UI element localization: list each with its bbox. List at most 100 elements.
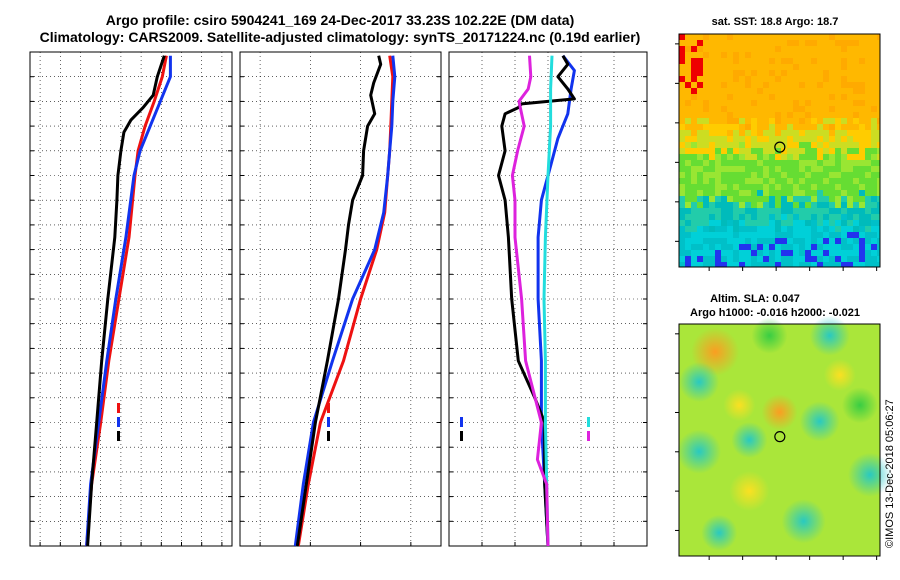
sst-cell bbox=[829, 40, 835, 46]
sst-cell bbox=[823, 214, 829, 220]
sst-cell bbox=[763, 82, 769, 88]
sst-cell bbox=[691, 250, 697, 256]
sst-cell bbox=[703, 184, 709, 190]
sst-cell bbox=[697, 178, 703, 184]
sst-cell bbox=[871, 142, 877, 148]
sst-cell bbox=[829, 148, 835, 154]
sst-cell bbox=[691, 202, 697, 208]
sst-cell bbox=[691, 58, 697, 64]
sst-cell bbox=[745, 154, 751, 160]
sst-cell bbox=[697, 46, 703, 52]
sst-cell bbox=[769, 112, 775, 118]
sst-cell bbox=[829, 190, 835, 196]
sst-cell bbox=[865, 154, 871, 160]
sst-cell bbox=[805, 124, 811, 130]
sst-cell bbox=[781, 208, 787, 214]
sst-cell bbox=[763, 238, 769, 244]
sst-cell bbox=[709, 94, 715, 100]
sst-cell bbox=[679, 238, 685, 244]
sst-cell bbox=[805, 106, 811, 112]
sst-cell bbox=[847, 256, 853, 262]
sla-anomaly-blob bbox=[729, 471, 770, 512]
sst-cell bbox=[781, 148, 787, 154]
sst-cell bbox=[823, 154, 829, 160]
sst-cell bbox=[835, 202, 841, 208]
sst-cell bbox=[775, 250, 781, 256]
sst-cell bbox=[841, 178, 847, 184]
sst-cell bbox=[793, 166, 799, 172]
sst-cell bbox=[685, 124, 691, 130]
sst-cell bbox=[841, 238, 847, 244]
sst-cell bbox=[835, 142, 841, 148]
sst-cell bbox=[775, 166, 781, 172]
sst-cell bbox=[715, 202, 721, 208]
sst-cell bbox=[799, 208, 805, 214]
sst-cell bbox=[817, 160, 823, 166]
sst-cell bbox=[715, 196, 721, 202]
sst-cell bbox=[679, 100, 685, 106]
sst-cell bbox=[709, 208, 715, 214]
sst-cell bbox=[811, 190, 817, 196]
sst-cell bbox=[841, 142, 847, 148]
sst-cell bbox=[751, 262, 757, 267]
sst-cell bbox=[751, 100, 757, 106]
sst-cell bbox=[685, 112, 691, 118]
sst-cell bbox=[805, 76, 811, 82]
sst-cell bbox=[871, 238, 877, 244]
sst-cell bbox=[847, 148, 853, 154]
sst-cell bbox=[817, 142, 823, 148]
sst-cell bbox=[799, 250, 805, 256]
sst-cell bbox=[781, 238, 787, 244]
sst-cell bbox=[811, 238, 817, 244]
sst-cell bbox=[703, 232, 709, 238]
sst-cell bbox=[721, 214, 727, 220]
sst-cell bbox=[769, 190, 775, 196]
sst-cell bbox=[805, 142, 811, 148]
sst-cell bbox=[715, 118, 721, 124]
sst-cell bbox=[685, 118, 691, 124]
sst-cell bbox=[685, 64, 691, 70]
sst-cell bbox=[751, 52, 757, 58]
sst-cell bbox=[859, 244, 865, 250]
sst-cell bbox=[715, 58, 721, 64]
sst-cell bbox=[871, 46, 877, 52]
sst-cell bbox=[733, 202, 739, 208]
sst-cell bbox=[709, 184, 715, 190]
sst-cell bbox=[847, 184, 853, 190]
sst-cell bbox=[745, 196, 751, 202]
sst-cell bbox=[823, 82, 829, 88]
sst-cell bbox=[781, 40, 787, 46]
sst-cell bbox=[817, 118, 823, 124]
sst-cell bbox=[805, 232, 811, 238]
sst-cell bbox=[703, 220, 709, 226]
sst-cell bbox=[733, 118, 739, 124]
sst-cell bbox=[781, 76, 787, 82]
sst-cell bbox=[763, 130, 769, 136]
sst-cell bbox=[877, 136, 880, 142]
sst-cell bbox=[709, 238, 715, 244]
sst-cell bbox=[751, 196, 757, 202]
sst-cell bbox=[691, 34, 697, 40]
sst-cell bbox=[799, 232, 805, 238]
sst-cell bbox=[865, 166, 871, 172]
sst-cell bbox=[871, 82, 877, 88]
sst-cell bbox=[841, 226, 847, 232]
sst-cell bbox=[709, 178, 715, 184]
sst-cell bbox=[721, 124, 727, 130]
sst-cell bbox=[805, 136, 811, 142]
sst-cell bbox=[685, 94, 691, 100]
sst-cell bbox=[727, 226, 733, 232]
sst-cell bbox=[685, 34, 691, 40]
sst-cell bbox=[745, 172, 751, 178]
sst-cell bbox=[865, 118, 871, 124]
sst-cell bbox=[811, 166, 817, 172]
sst-cell bbox=[847, 178, 853, 184]
sst-cell bbox=[703, 160, 709, 166]
sst-cell bbox=[733, 214, 739, 220]
sst-cell bbox=[733, 184, 739, 190]
sst-cell bbox=[763, 226, 769, 232]
sst-cell bbox=[787, 244, 793, 250]
sst-cell bbox=[721, 178, 727, 184]
sst-cell bbox=[853, 148, 859, 154]
sst-cell bbox=[799, 244, 805, 250]
